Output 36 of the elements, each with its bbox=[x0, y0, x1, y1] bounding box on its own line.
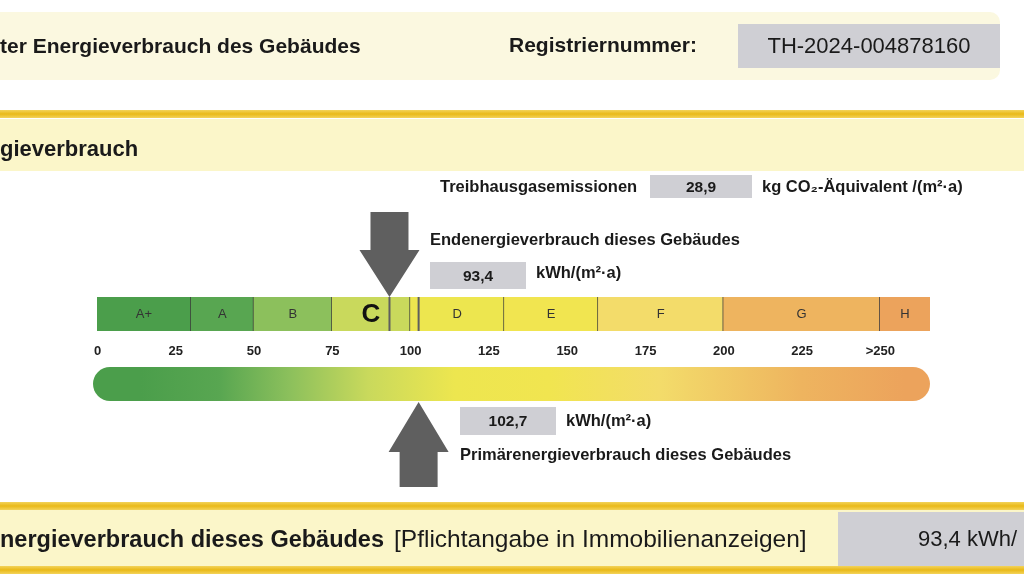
series-label: B bbox=[288, 306, 298, 321]
chart-subtitle: gieverbrauch bbox=[0, 136, 139, 161]
text: kWh/(m²·a) bbox=[536, 263, 622, 281]
x-tick-label: 200 bbox=[712, 342, 735, 358]
series-label: C bbox=[361, 298, 381, 328]
series-label: A bbox=[217, 306, 227, 321]
chart-title: ter Energieverbrauch des Gebäudes bbox=[0, 34, 361, 57]
text: [Pflichtangabe in Immobilienanzeigen] bbox=[394, 525, 807, 552]
text-field: 28,9 bbox=[650, 175, 752, 198]
text-field: 93,4 kWh/ bbox=[838, 512, 1024, 566]
text: Primärenergieverbrauch dieses Gebäudes bbox=[460, 445, 792, 463]
text: nergieverbrauch dieses Gebäudes bbox=[0, 526, 384, 552]
series-label: H bbox=[900, 306, 910, 321]
x-tick-label: 25 bbox=[168, 342, 184, 358]
x-tick-label: 150 bbox=[556, 342, 579, 358]
x-tick-label: 175 bbox=[634, 342, 657, 358]
x-tick-label: 125 bbox=[478, 342, 500, 358]
text-field: 93,4 bbox=[430, 262, 526, 289]
text: Registriernummer: bbox=[509, 33, 697, 56]
series-label: G bbox=[796, 306, 807, 321]
series-label: F bbox=[656, 306, 665, 321]
x-tick-label: 0 bbox=[93, 342, 102, 358]
x-tick-label: 75 bbox=[325, 342, 340, 358]
text: Endenergieverbrauch dieses Gebäudes bbox=[430, 230, 740, 248]
text: kWh/(m²·a) bbox=[566, 411, 652, 429]
series-label: A+ bbox=[135, 306, 153, 321]
text: Treibhausgasemissionen bbox=[440, 177, 638, 195]
series-label: E bbox=[546, 306, 556, 321]
x-tick-label: 50 bbox=[246, 342, 262, 358]
series-label: D bbox=[452, 306, 462, 321]
text-field: 102,7 bbox=[460, 407, 556, 435]
x-tick-label: 225 bbox=[791, 342, 813, 358]
text-field: TH-2024-004878160 bbox=[738, 24, 1000, 68]
x-tick-label: 100 bbox=[399, 342, 422, 358]
x-tick-label: >250 bbox=[865, 342, 896, 358]
text: kg CO₂-Äquivalent /(m²·a) bbox=[762, 177, 963, 195]
